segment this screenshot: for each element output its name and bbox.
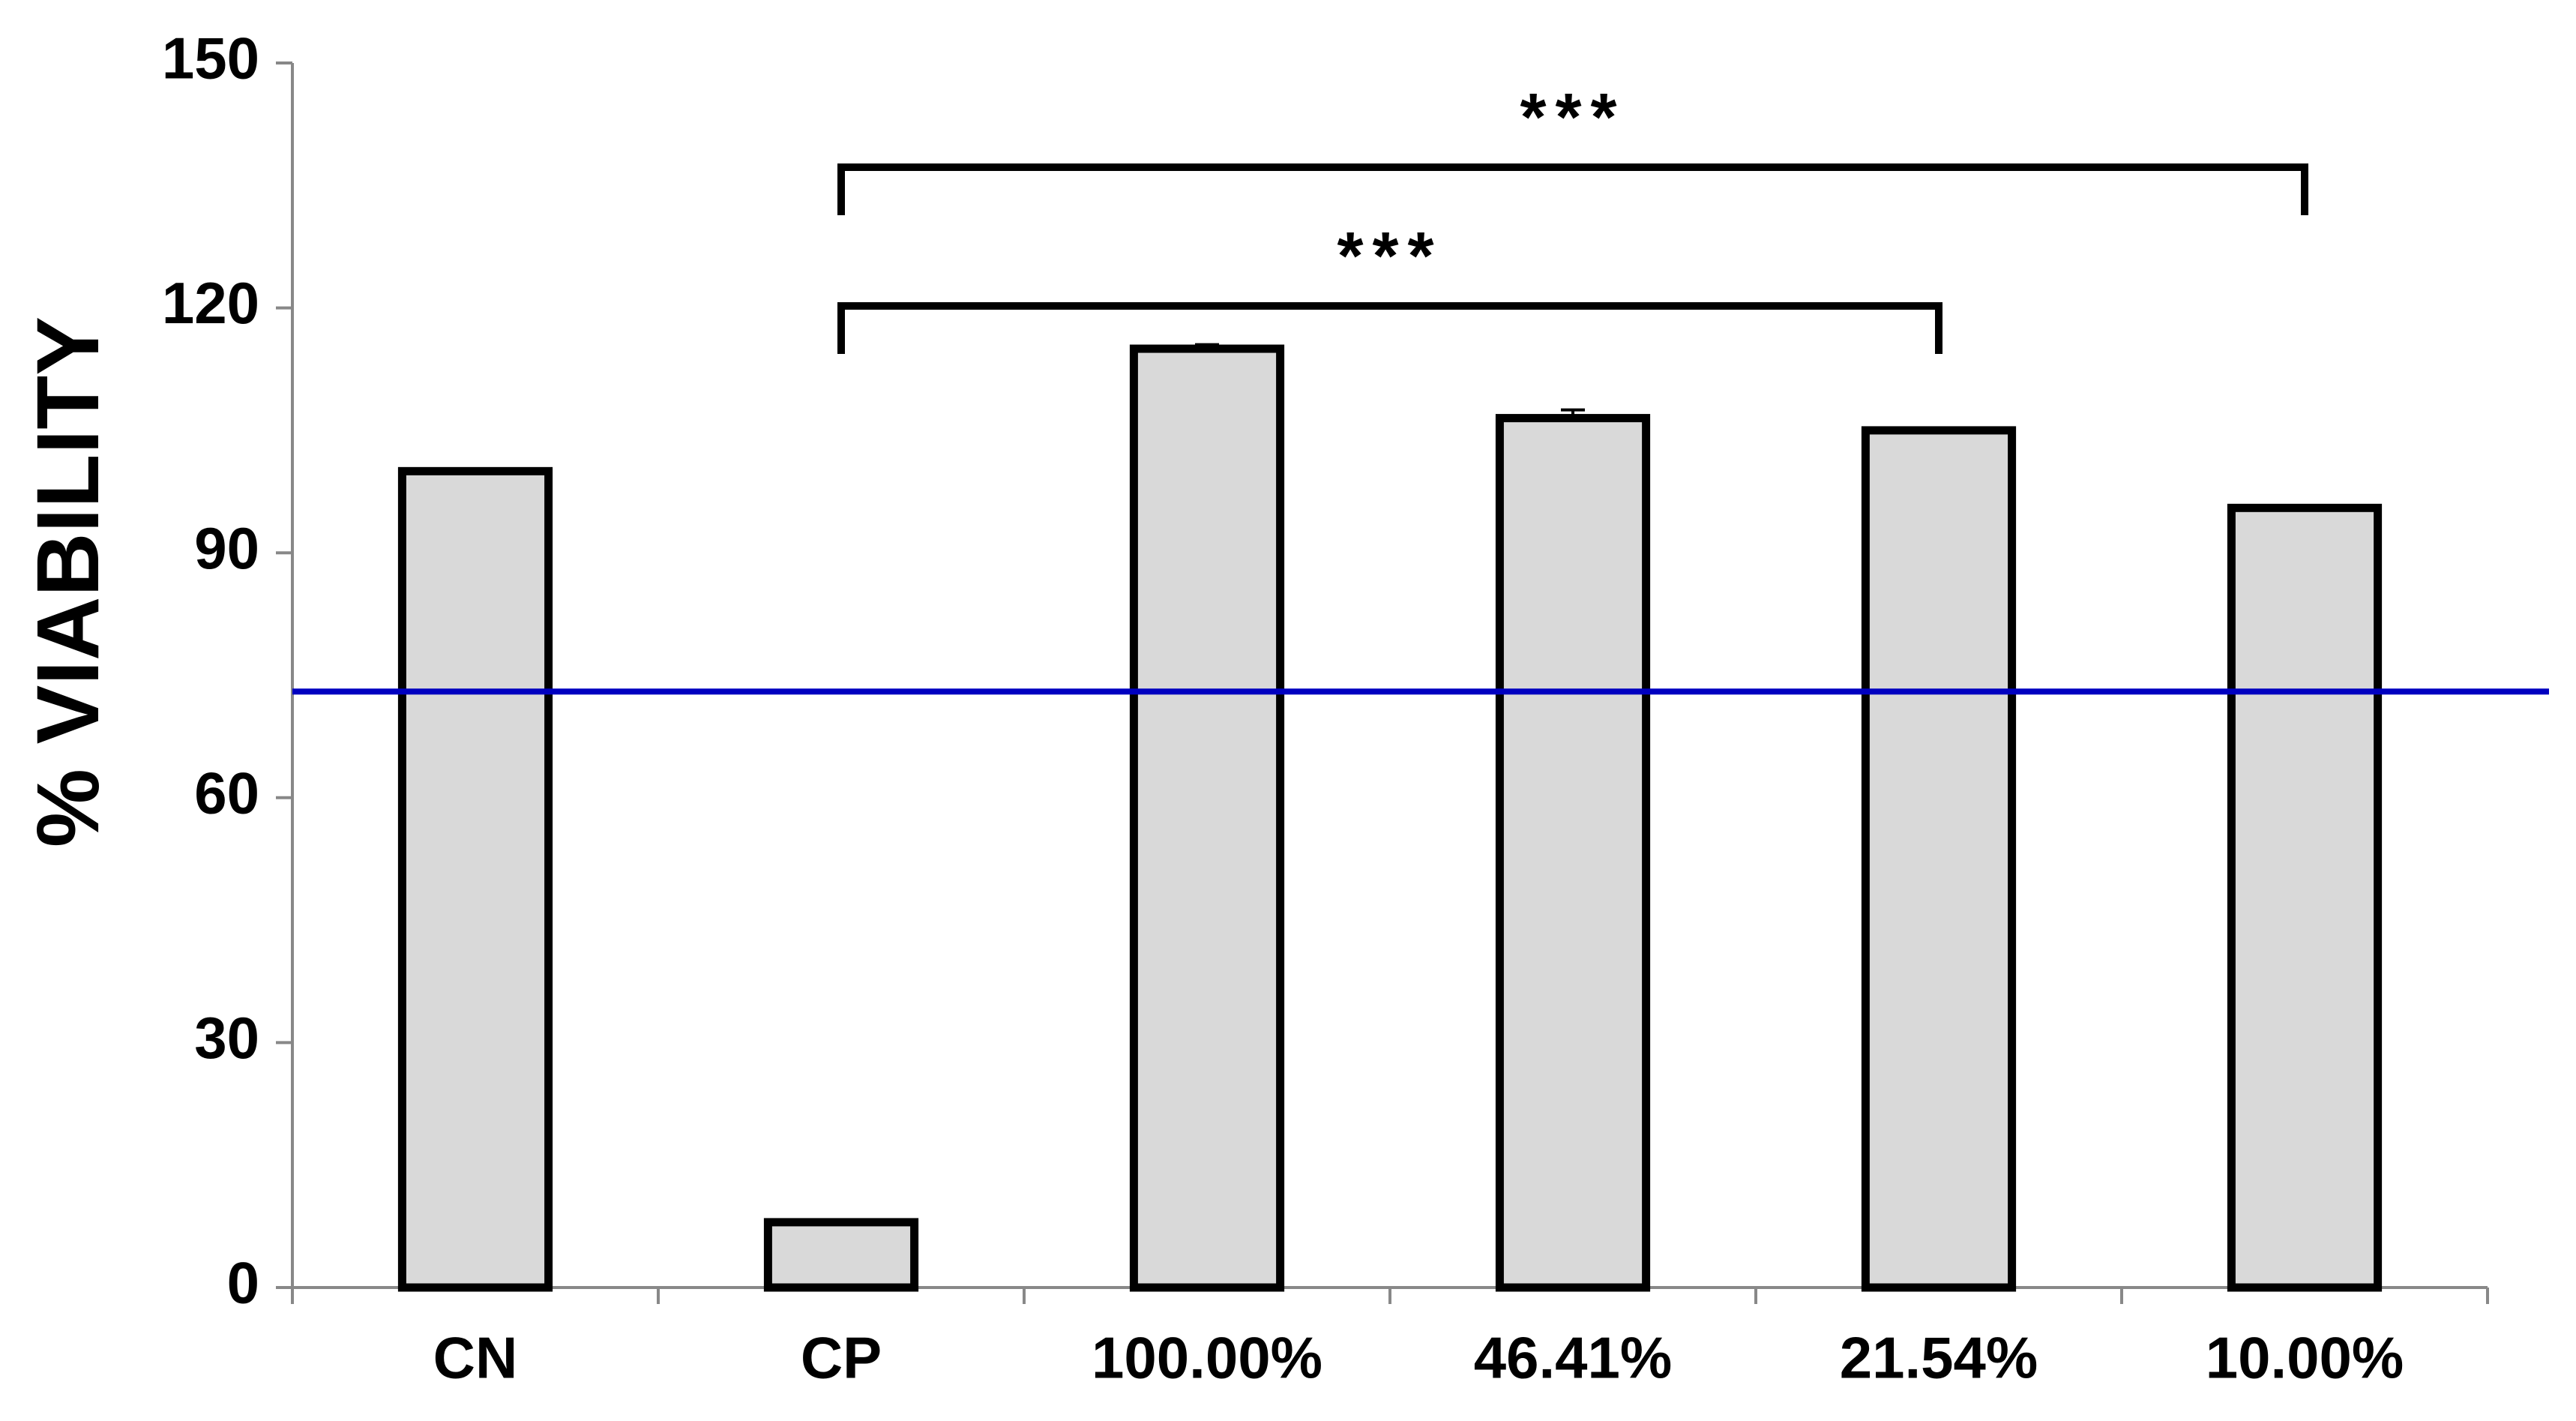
bar (1495, 414, 1651, 1292)
bar (2227, 503, 2383, 1292)
x-tick-label: 10.00% (2206, 1325, 2404, 1391)
significance-label: *** (1520, 80, 1625, 155)
significance-label: *** (1337, 219, 1442, 294)
x-tick-label: 21.54% (1840, 1325, 2038, 1391)
y-tick-label: 120 (162, 270, 259, 336)
y-tick-label: 150 (162, 25, 259, 91)
y-tick-label: 60 (194, 760, 259, 826)
x-tick-label: 46.41% (1474, 1325, 1673, 1391)
bar (1129, 344, 1285, 1292)
y-tick-label: 90 (194, 515, 259, 581)
y-tick-label: 30 (194, 1005, 259, 1071)
bar (1861, 426, 2017, 1292)
bar (397, 466, 553, 1292)
bar (763, 1218, 919, 1292)
y-tick-label: 0 (227, 1250, 259, 1316)
y-axis-label: % VIABILITY (19, 316, 118, 847)
significance-bracket (837, 163, 2308, 215)
x-tick-label: CN (433, 1325, 518, 1391)
x-tick-label: 100.00% (1092, 1325, 1322, 1391)
x-tick-label: CP (801, 1325, 882, 1391)
significance-bracket (837, 302, 1942, 354)
